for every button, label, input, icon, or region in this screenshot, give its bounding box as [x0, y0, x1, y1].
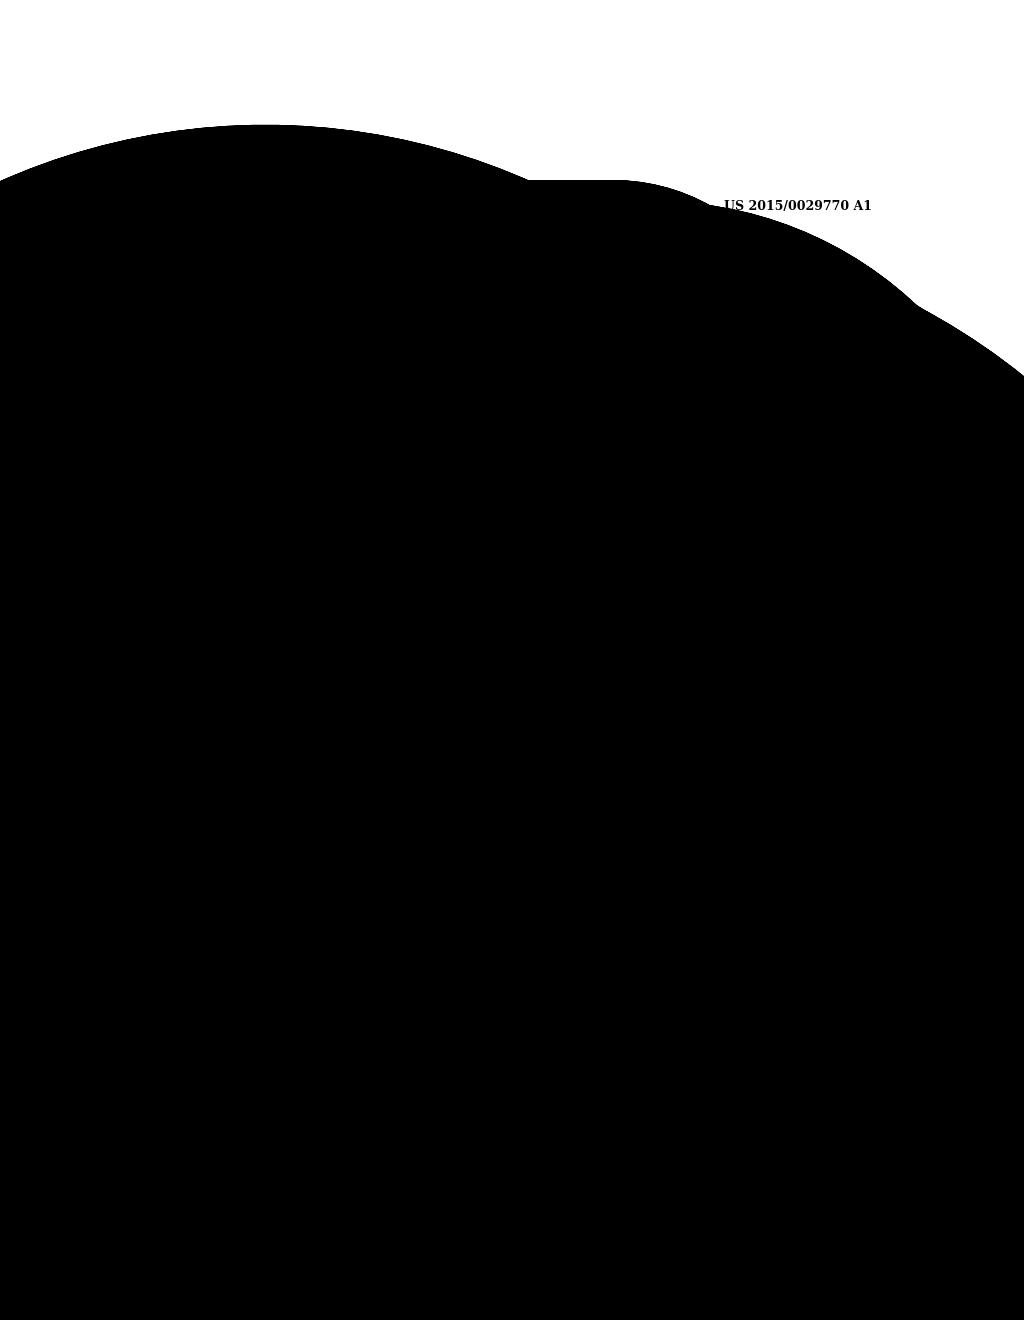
Bar — [180, 503, 785, 634]
Text: Second pulse
width
modulation
module: Second pulse width modulation module — [684, 557, 758, 602]
Text: 225: 225 — [225, 506, 246, 515]
Text: 228: 228 — [589, 506, 610, 515]
Text: 6211: 6211 — [774, 770, 801, 777]
Bar — [498, 351, 610, 407]
Text: Original
duty ratio
module: Original duty ratio module — [487, 870, 543, 903]
Text: Jan. 29, 2015  Sheet 2 of 5: Jan. 29, 2015 Sheet 2 of 5 — [432, 199, 617, 213]
Text: 6212: 6212 — [774, 866, 801, 874]
Text: Fig. 5: Fig. 5 — [503, 648, 547, 663]
Bar — [640, 351, 775, 407]
Text: 61: 61 — [280, 649, 296, 663]
Text: 623: 623 — [582, 956, 603, 966]
Text: 612: 612 — [334, 904, 355, 915]
Text: First pulse width
modulation module: First pulse width modulation module — [653, 368, 762, 389]
Bar — [191, 548, 292, 615]
Text: 622: 622 — [582, 880, 603, 891]
Bar — [454, 936, 578, 986]
Text: 621: 621 — [499, 723, 520, 733]
Bar — [454, 855, 578, 917]
Text: Transmitted
waves
comparison
module: Transmitted waves comparison module — [455, 557, 521, 602]
Bar — [671, 541, 771, 618]
Text: Rotation speed control module: Rotation speed control module — [187, 313, 371, 326]
Text: Overlap
transmitted
wave module: Overlap transmitted wave module — [206, 565, 278, 598]
Text: 62: 62 — [636, 649, 652, 663]
Text: Voltage difference
module: Voltage difference module — [173, 711, 289, 739]
Bar — [621, 763, 771, 840]
Bar — [312, 548, 414, 615]
Text: Rotation speed control module: Rotation speed control module — [187, 516, 371, 529]
Text: US 2015/0029770 A1: US 2015/0029770 A1 — [724, 199, 872, 213]
Text: Fig. 6: Fig. 6 — [503, 1069, 547, 1084]
Text: Overlap duty
ratio module: Overlap duty ratio module — [479, 787, 552, 808]
Text: 227: 227 — [471, 499, 492, 508]
Text: Original
duty ratio
module: Original duty ratio module — [378, 360, 433, 393]
Bar — [434, 697, 884, 1052]
Bar — [433, 541, 542, 618]
Text: 221: 221 — [244, 308, 265, 317]
Text: 222: 222 — [391, 300, 412, 309]
Text: Rotation speed
control module: Rotation speed control module — [440, 711, 537, 739]
Text: First duty
ratio module: First duty ratio module — [479, 950, 551, 972]
Bar — [167, 697, 403, 1052]
Text: Sample
module: Sample module — [244, 787, 288, 816]
Text: Patent Application Publication: Patent Application Publication — [180, 199, 396, 213]
Text: 223: 223 — [540, 308, 561, 317]
Text: 224: 224 — [681, 308, 702, 317]
Bar — [454, 767, 578, 829]
Text: 226: 226 — [346, 506, 368, 515]
Text: Original
transmitted
wave module: Original transmitted wave module — [327, 565, 399, 598]
Text: Fig. 4: Fig. 4 — [503, 447, 547, 462]
Text: Overlap duty
ratio calculation
module: Overlap duty ratio calculation module — [651, 874, 740, 907]
Bar — [202, 351, 314, 407]
Text: First overlap
transmitted wave
calculation
module: First overlap transmitted wave calculati… — [648, 779, 743, 824]
Text: 22: 22 — [458, 249, 474, 263]
Bar — [621, 859, 771, 921]
Text: 611: 611 — [334, 796, 355, 807]
Text: First duty
ratio module: First duty ratio module — [518, 368, 590, 389]
Text: 624: 624 — [582, 1032, 603, 1043]
Text: Second duty
ratio module: Second duty ratio module — [571, 570, 641, 591]
Text: Overlap duty
ratio module: Overlap duty ratio module — [221, 368, 294, 389]
Text: 229: 229 — [703, 499, 725, 508]
Bar — [202, 775, 330, 829]
Bar — [180, 298, 785, 433]
Text: First pulse
width
modulation
module: First pulse width modulation module — [483, 1015, 547, 1060]
Text: Calculation
module: Calculation module — [231, 895, 299, 923]
Text: 22: 22 — [458, 454, 474, 467]
Bar — [349, 343, 461, 411]
Bar — [202, 882, 330, 936]
Bar — [560, 548, 652, 615]
Bar — [454, 1006, 578, 1071]
